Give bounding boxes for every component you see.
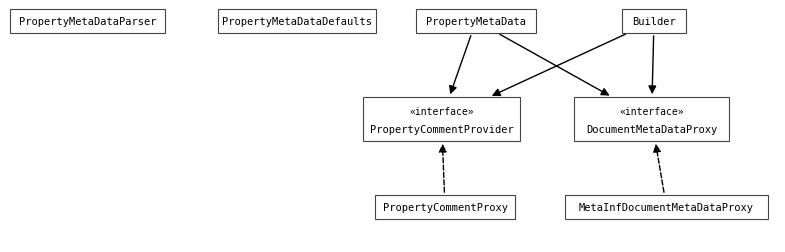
Bar — [363, 98, 520, 141]
Bar — [375, 195, 515, 219]
Text: PropertyMetaDataDefaults: PropertyMetaDataDefaults — [222, 17, 372, 27]
Bar — [416, 10, 536, 34]
Text: PropertyCommentProxy: PropertyCommentProxy — [382, 202, 507, 212]
Bar — [218, 10, 376, 34]
Bar — [10, 10, 165, 34]
Bar — [565, 195, 768, 219]
Text: MetaInfDocumentMetaDataProxy: MetaInfDocumentMetaDataProxy — [579, 202, 754, 212]
Text: Builder: Builder — [632, 17, 676, 27]
Text: PropertyMetaData: PropertyMetaData — [426, 17, 526, 27]
Bar — [574, 98, 729, 141]
Text: PropertyMetaDataParser: PropertyMetaDataParser — [19, 17, 156, 27]
Text: «interface»: «interface» — [619, 107, 684, 117]
Text: DocumentMetaDataProxy: DocumentMetaDataProxy — [586, 124, 717, 134]
Text: «interface»: «interface» — [409, 107, 474, 117]
Bar — [622, 10, 686, 34]
Text: PropertyCommentProvider: PropertyCommentProvider — [370, 124, 513, 134]
